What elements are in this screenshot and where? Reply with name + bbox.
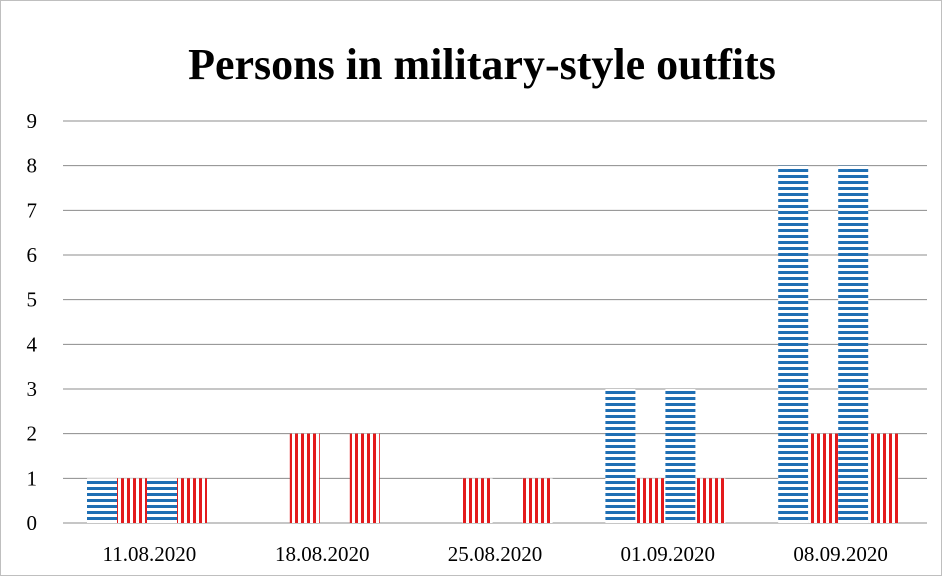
bar xyxy=(177,478,207,523)
bar xyxy=(868,433,899,523)
bar xyxy=(147,478,177,523)
bars xyxy=(87,165,899,523)
y-tick-label: 5 xyxy=(27,288,38,312)
bar xyxy=(778,165,809,523)
y-tick-label: 7 xyxy=(27,198,38,222)
y-tick-label: 8 xyxy=(27,154,38,178)
bar xyxy=(695,478,726,523)
y-tick-label: 1 xyxy=(27,466,38,490)
bar xyxy=(117,478,147,523)
y-tick-label: 6 xyxy=(27,243,38,267)
bar xyxy=(808,433,839,523)
x-tick-label: 08.09.2020 xyxy=(793,542,888,566)
bar xyxy=(87,478,117,523)
bar xyxy=(838,165,869,523)
bar xyxy=(289,433,320,523)
bar xyxy=(462,478,493,523)
y-tick-label: 2 xyxy=(27,422,38,446)
x-tick-label: 11.08.2020 xyxy=(103,542,197,566)
x-tick-label: 01.09.2020 xyxy=(621,542,716,566)
y-tick-label: 4 xyxy=(27,332,38,356)
y-tick-label: 9 xyxy=(27,109,38,133)
x-axis-ticks: 11.08.2020 18.08.2020 25.08.2020 01.09.2020… xyxy=(103,542,888,566)
chart-title: Persons in military-style outfits xyxy=(188,40,776,89)
bar xyxy=(635,478,666,523)
bar xyxy=(605,389,636,523)
bar xyxy=(522,478,553,523)
bar xyxy=(349,433,380,523)
bar xyxy=(665,389,696,523)
x-tick-label: 18.08.2020 xyxy=(275,542,370,566)
y-axis-ticks: 0 1 2 3 4 5 6 7 8 9 xyxy=(27,109,38,535)
y-tick-label: 3 xyxy=(27,377,38,401)
y-tick-label: 0 xyxy=(27,511,38,535)
x-tick-label: 25.08.2020 xyxy=(448,542,543,566)
